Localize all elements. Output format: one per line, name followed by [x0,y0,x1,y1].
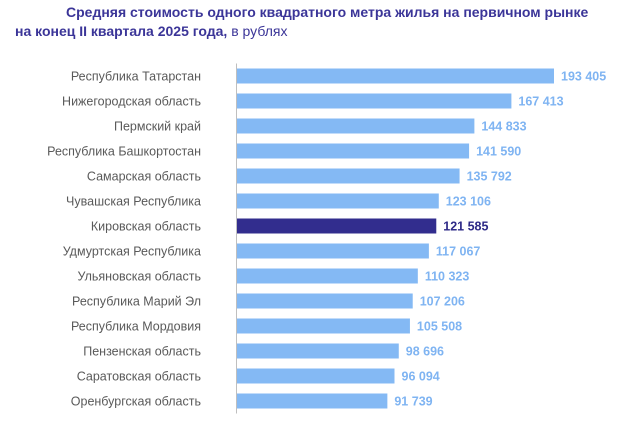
bar [237,318,410,334]
bar-highlighted [237,218,437,234]
category-label: Чувашская Республика [66,195,201,209]
chart-title-line2: на конец II квартала 2025 года, в рублях [15,22,287,40]
bar [237,193,439,209]
bar [237,93,512,109]
bar [237,293,413,309]
value-label: 105 508 [417,320,462,334]
value-label: 141 590 [476,145,521,159]
category-label: Нижегородская область [62,95,201,109]
value-label: 144 833 [481,120,526,134]
bar [237,243,429,259]
category-label: Пермский край [114,120,201,134]
value-label: 135 792 [467,170,512,184]
value-label: 110 323 [425,270,470,284]
bar [237,118,475,134]
value-label: 91 739 [394,395,432,409]
category-label: Ульяновская область [77,270,201,284]
chart-title-unit: в рублях [227,23,288,39]
value-label: 193 405 [561,70,606,84]
bar [237,343,399,359]
category-labels: Республика Татарстан Нижегородская област… [47,70,201,409]
value-label: 98 696 [406,345,444,359]
chart-title-line2-text: на конец II квартала 2025 года, [15,23,228,39]
value-label: 107 206 [420,295,465,309]
bar [237,393,388,409]
category-label: Самарская область [87,170,201,184]
category-label: Саратовская область [77,370,201,384]
value-label: 167 413 [518,95,563,109]
bar [237,368,395,384]
category-label: Республика Башкортостан [47,145,201,159]
category-label: Удмуртская Республика [63,245,201,259]
category-label: Республика Татарстан [71,70,201,84]
value-label: 121 585 [443,220,488,234]
bar [237,268,418,284]
chart-title-line1: Средняя стоимость одного квадратного мет… [66,4,589,20]
value-label: 96 094 [402,370,440,384]
bar [237,68,554,84]
value-label: 123 106 [446,195,491,209]
category-label: Оренбургская область [71,395,201,409]
category-label: Кировская область [91,220,201,234]
category-label: Пензенская область [83,345,201,359]
value-labels: 193 405 167 413 144 833 141 590 135 792 123 1… [394,70,606,409]
category-label: Республика Мордовия [71,320,201,334]
bars [237,68,554,409]
bar [237,168,460,184]
bar [237,143,470,159]
value-label: 117 067 [436,245,481,259]
category-label: Республика Марий Эл [72,295,201,309]
